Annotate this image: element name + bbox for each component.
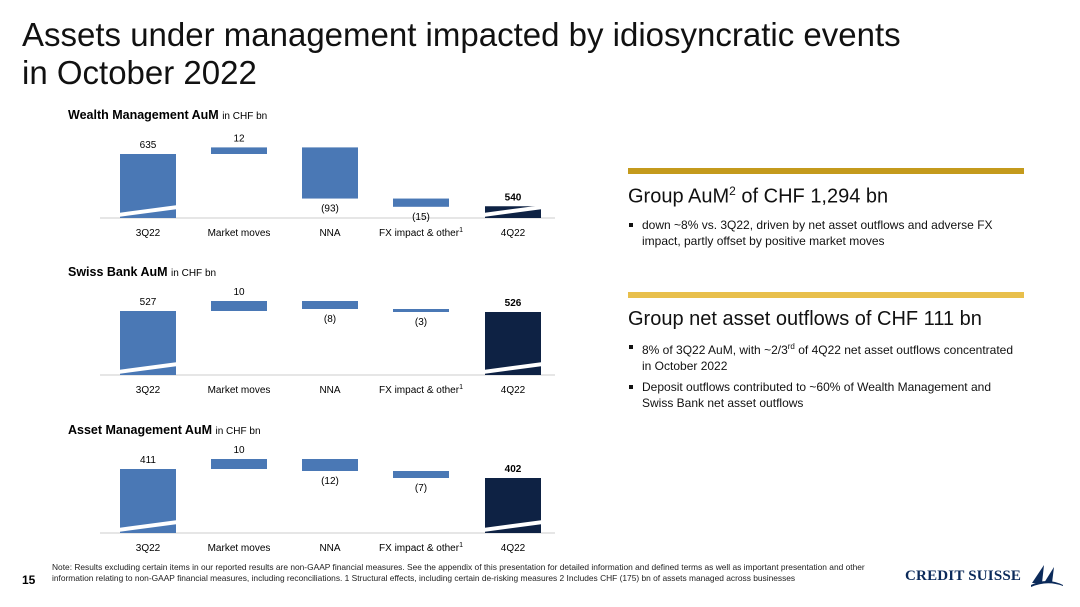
category-label: NNA (319, 385, 340, 396)
chart-title: Swiss Bank AuM in CHF bn (68, 265, 217, 279)
category-label: FX impact & other1 (379, 384, 463, 396)
data-label: (12) (321, 476, 339, 487)
data-label: (7) (415, 483, 427, 494)
data-label: 411 (140, 455, 156, 466)
data-label: 540 (505, 192, 522, 203)
net-asset-outflows-heading: Group net asset outflows of CHF 111 bn (628, 308, 982, 330)
category-label: FX impact & other1 (379, 227, 463, 239)
footnote: Note: Results excluding certain items in… (52, 562, 865, 583)
category-label: 3Q22 (136, 385, 161, 396)
delta-bar-2 (302, 459, 358, 471)
axis-break-mark (483, 362, 543, 374)
bullet-item: Deposit outflows contributed to ~60% of … (628, 379, 1024, 411)
waterfall-svg: 635 3Q22 12 Market moves (93) NNA (15) FX impac… (100, 133, 555, 239)
axis-break-mark (483, 205, 543, 217)
panel-rule (628, 292, 1024, 298)
data-label: 527 (140, 297, 157, 308)
data-label: (93) (321, 204, 339, 215)
category-label: 3Q22 (136, 543, 161, 554)
axis-break-mark (118, 205, 178, 217)
bullet-item: down ~8% vs. 3Q22, driven by net asset o… (628, 217, 1024, 249)
data-label: 10 (233, 445, 245, 456)
page-number: 15 (22, 573, 36, 587)
bullet-item: 8% of 3Q22 AuM, with ~2/3rd of 4Q22 net … (628, 339, 1024, 374)
panel-rule (628, 168, 1024, 174)
category-label: NNA (319, 543, 340, 554)
axis-break-mark (118, 520, 178, 532)
delta-bar-3 (393, 309, 449, 312)
category-label: Market moves (208, 385, 271, 396)
data-label: (15) (412, 212, 430, 223)
sails-icon (1031, 565, 1063, 587)
delta-bar-1 (211, 147, 267, 154)
waterfall-svg: 527 3Q22 10 Market moves (8) NNA (3) FX impact … (100, 287, 555, 396)
axis-break-mark (483, 520, 543, 532)
category-label: 4Q22 (501, 543, 526, 554)
group-aum-heading: Group AuM2 of CHF 1,294 bn (628, 184, 889, 208)
category-label: NNA (319, 228, 340, 239)
category-label: 4Q22 (501, 228, 526, 239)
data-label: (8) (324, 314, 336, 325)
delta-bar-2 (302, 147, 358, 199)
data-label: (3) (415, 317, 427, 328)
logo-text: CREDIT SUISSE (905, 568, 1022, 584)
page-title-line1: Assets under management impacted by idio… (22, 16, 901, 53)
net-asset-outflows-bullets: 8% of 3Q22 AuM, with ~2/3rd of 4Q22 net … (628, 339, 1024, 411)
data-label: 526 (505, 298, 522, 309)
delta-bar-3 (393, 471, 449, 478)
group-aum-panel: Group AuM2 of CHF 1,294 bn down ~8% vs. … (628, 168, 1024, 254)
axis-break-mark (118, 362, 178, 374)
group-aum-bullets: down ~8% vs. 3Q22, driven by net asset o… (628, 217, 1024, 249)
data-label: 10 (233, 287, 245, 298)
category-label: Market moves (208, 228, 271, 239)
credit-suisse-logo: CREDIT SUISSE (905, 563, 1065, 589)
net-asset-outflows-panel: Group net asset outflows of CHF 111 bn 8… (628, 292, 1024, 416)
chart-title: Wealth Management AuM in CHF bn (68, 108, 268, 122)
delta-bar-1 (211, 459, 267, 469)
swiss-bank-aum-chart: Swiss Bank AuM in CHF bn 527 3Q22 10 Market… (60, 265, 580, 405)
chart-title: Asset Management AuM in CHF bn (68, 423, 261, 437)
category-label: 4Q22 (501, 385, 526, 396)
delta-bar-3 (393, 198, 449, 207)
data-label: 635 (140, 140, 157, 151)
page-title: Assets under management impacted by idio… (22, 16, 1022, 92)
page-title-line2: in October 2022 (22, 54, 257, 91)
data-label: 402 (505, 464, 522, 475)
waterfall-svg: 411 3Q22 10 Market moves (12) NNA (7) FX impact… (100, 445, 555, 554)
category-label: 3Q22 (136, 228, 161, 239)
wealth-management-aum-chart: Wealth Management AuM in CHF bn 635 3Q22 1… (60, 108, 580, 248)
data-label: 12 (233, 133, 245, 144)
category-label: Market moves (208, 543, 271, 554)
delta-bar-2 (302, 301, 358, 309)
delta-bar-1 (211, 301, 267, 311)
asset-management-aum-chart: Asset Management AuM in CHF bn 411 3Q22 10… (60, 423, 580, 563)
category-label: FX impact & other1 (379, 542, 463, 554)
